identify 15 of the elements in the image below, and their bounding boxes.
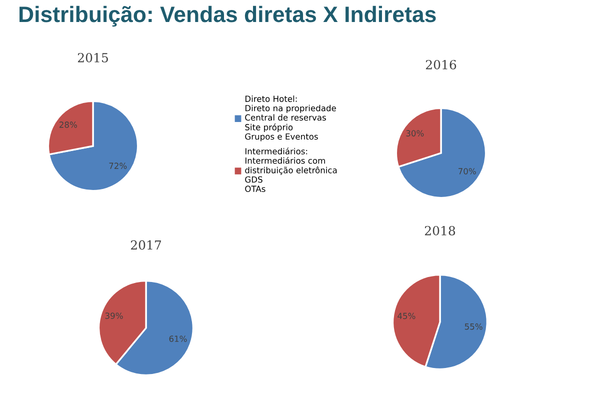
data-label: 28% xyxy=(59,122,77,128)
data-label: 55% xyxy=(464,323,482,330)
data-label: 61% xyxy=(169,336,187,342)
data-label: 70% xyxy=(458,168,476,174)
chart-title: 2017 xyxy=(130,240,161,250)
legend-label: Intermediários: Intermediários com distribuição eletrônica GDS OTAs xyxy=(245,148,337,192)
chart-title: 2018 xyxy=(424,226,456,236)
data-label: 30% xyxy=(406,130,424,136)
text: Distribuição: Vendas diretas X Indiretas xyxy=(20,6,436,27)
data-label: 45% xyxy=(398,312,416,320)
chart-title: 2016 xyxy=(426,60,456,70)
legend-label: Direto Hotel: Direto na propriedade Central de reservas Site próprio Grupos e Eventos xyxy=(245,96,336,142)
data-label: 39% xyxy=(105,312,123,319)
chart-title: 2015 xyxy=(78,52,108,62)
data-label: 72% xyxy=(109,162,127,169)
